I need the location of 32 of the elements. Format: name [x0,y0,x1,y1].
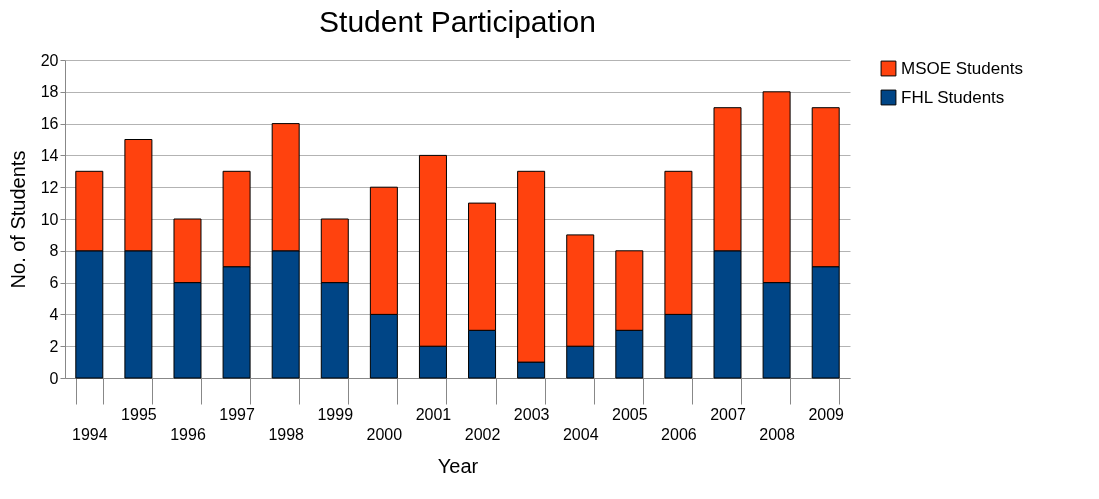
x-tick-label: 2001 [415,405,452,423]
y-tick-label: 8 [49,242,59,260]
y-tick-label: 20 [40,51,59,69]
x-tick-label: 1998 [268,425,305,443]
x-tick-label: 1994 [72,425,108,443]
x-tick-label: 2006 [661,425,697,443]
legend-label: MSOE Students [901,58,1023,78]
x-tick-label: 2002 [464,425,501,443]
x-tick-label: 1997 [219,405,255,423]
y-tick-label: 14 [40,146,59,164]
y-tick-label: 12 [40,178,59,196]
legend-label: FHL Students [901,87,1005,107]
x-tick-label: 2007 [710,405,746,423]
x-tick-label: 2004 [562,425,599,443]
y-tick-label: 6 [49,274,59,292]
y-tick-label: 0 [49,369,59,387]
x-axis-title: Year [437,454,479,477]
x-tick-label: 2008 [759,425,795,443]
x-tick-label: 1995 [121,405,157,423]
chart-title: Student Participation [319,5,596,38]
x-tick-label: 2005 [612,405,648,423]
y-tick-label: 16 [40,115,59,133]
y-tick-label: 4 [49,305,59,323]
x-tick-label: 2000 [366,425,403,443]
x-tick-label: 1996 [170,425,206,443]
x-tick-label: 2003 [513,405,550,423]
x-tick-label: 2009 [808,405,845,423]
y-tick-label: 10 [40,210,59,228]
y-tick-label: 18 [40,83,59,101]
y-axis-title: No. of Students [6,150,29,289]
x-tick-label: 1999 [317,405,354,423]
y-tick-label: 2 [49,337,59,355]
